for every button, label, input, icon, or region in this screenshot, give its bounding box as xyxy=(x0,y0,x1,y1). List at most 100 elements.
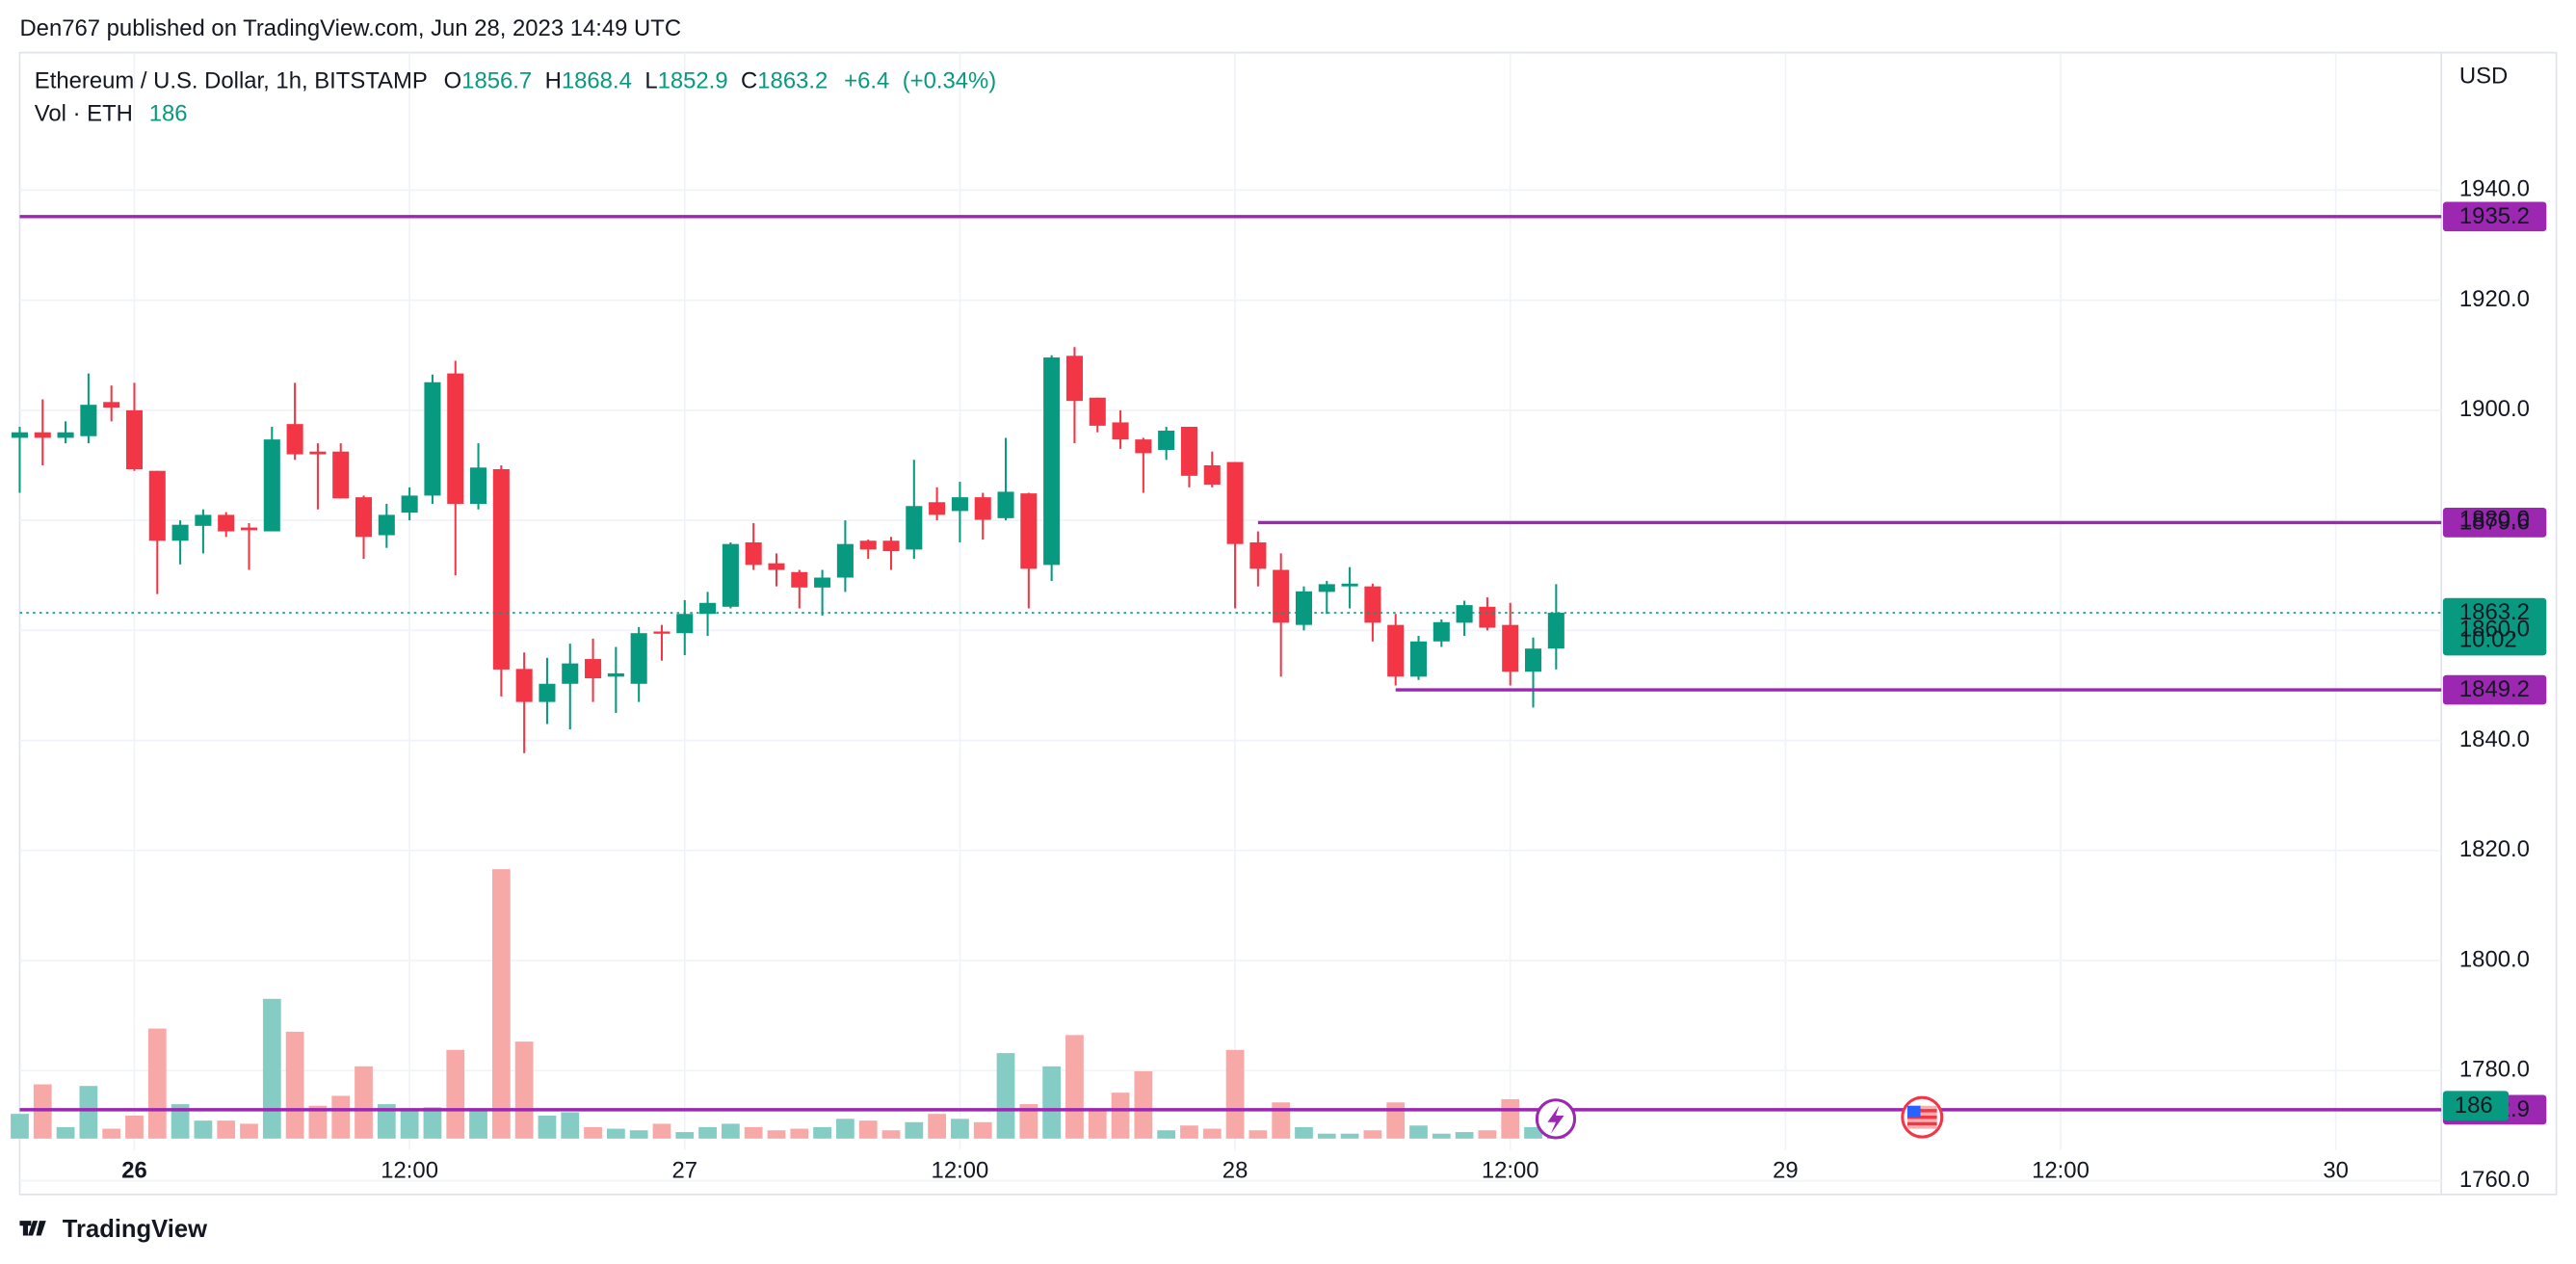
volume-bar xyxy=(1363,1130,1382,1139)
candle-body xyxy=(1456,605,1473,623)
candle-body xyxy=(401,495,418,514)
candle-body xyxy=(447,373,464,504)
volume-bar xyxy=(355,1066,373,1139)
volume-bar xyxy=(79,1086,98,1139)
candle-body xyxy=(1065,356,1083,402)
x-tick-label: 30 xyxy=(2323,1157,2349,1183)
y-tick-label: 1920.0 xyxy=(2459,286,2530,312)
volume-bar xyxy=(1180,1125,1198,1139)
candle-body xyxy=(974,497,991,520)
candle-body xyxy=(515,669,533,702)
volume-legend: Vol · ETH 186 xyxy=(35,101,188,127)
candle-body xyxy=(103,402,120,408)
candle-body xyxy=(699,602,717,615)
candle-body xyxy=(332,451,350,499)
volume-bar xyxy=(1111,1093,1130,1139)
candle-body xyxy=(1135,439,1152,454)
volume-bar xyxy=(1042,1066,1062,1139)
candle-body xyxy=(195,514,212,526)
flag-icon xyxy=(1901,1095,1944,1139)
y-tick-label: 1760.0 xyxy=(2459,1167,2530,1193)
volume-bar xyxy=(996,1053,1015,1139)
currency: USD xyxy=(2459,63,2508,89)
event-icon xyxy=(1535,1098,1577,1140)
ohlc-key: O xyxy=(444,68,462,94)
volume-bar xyxy=(973,1121,992,1139)
legend: Ethereum / U.S. Dollar, 1h, BITSTAMP O18… xyxy=(35,68,996,94)
ohlc-value: 1852.9 xyxy=(658,68,728,94)
change: +6.4 xyxy=(844,68,889,94)
x-tick-label: 26 xyxy=(121,1157,147,1183)
level-label-box xyxy=(2442,201,2547,232)
grid xyxy=(19,52,2442,1182)
volume-bar xyxy=(790,1128,809,1139)
frame xyxy=(18,51,2558,1196)
volume-bar xyxy=(767,1130,786,1139)
candle-body xyxy=(1502,624,1519,672)
volume-bar xyxy=(905,1121,924,1139)
volume-bar xyxy=(171,1104,190,1139)
volume-bar xyxy=(1501,1098,1520,1139)
level-label: 1879.6 xyxy=(2459,510,2530,536)
volume-bar xyxy=(1478,1130,1497,1139)
countdown: 10:02 xyxy=(2459,626,2517,652)
volume-pane xyxy=(11,869,1565,1139)
candle-body xyxy=(951,497,968,512)
volume-bar xyxy=(1225,1049,1245,1139)
candle-body xyxy=(1295,591,1313,625)
volume-bar xyxy=(308,1105,328,1139)
candle-body xyxy=(1547,613,1564,649)
candle-body xyxy=(80,405,97,436)
candle-body xyxy=(1273,569,1290,623)
candle-body xyxy=(768,563,785,570)
volume-bar xyxy=(1386,1102,1406,1139)
x-tick-label: 27 xyxy=(672,1157,698,1183)
x-tick-label: 12:00 xyxy=(381,1157,438,1183)
volume-bar xyxy=(194,1120,213,1139)
candle-body xyxy=(929,502,946,515)
x-tick-label: 12:00 xyxy=(2032,1157,2090,1183)
level-label-box xyxy=(2442,674,2547,705)
candle-body xyxy=(171,524,189,541)
candle-body xyxy=(1524,648,1542,672)
volume-bar xyxy=(1157,1130,1176,1139)
volume-bar xyxy=(1134,1070,1153,1139)
volume-bar xyxy=(1340,1133,1359,1139)
ohlc-key: C xyxy=(741,68,757,94)
y-tick-label: 1820.0 xyxy=(2459,836,2530,862)
candle-body xyxy=(1318,584,1335,592)
candle-body xyxy=(1089,397,1106,426)
level-label: 1849.2 xyxy=(2459,676,2530,702)
candle-body xyxy=(1158,431,1175,451)
ohlc-key: H xyxy=(545,68,562,94)
volume-bar xyxy=(813,1126,831,1139)
y-tick-label: 1860.0 xyxy=(2459,617,2530,643)
volume-bar xyxy=(1524,1126,1542,1139)
volume-bar xyxy=(491,869,511,1139)
ohlc-value: 1863.2 xyxy=(757,68,828,94)
volume-bar xyxy=(561,1112,580,1139)
volume-bar xyxy=(469,1110,487,1139)
candle-body xyxy=(1409,641,1428,677)
ohlc-value: 1856.7 xyxy=(461,68,532,94)
candle-body xyxy=(492,468,510,670)
volume-bar xyxy=(262,998,281,1139)
volume-bar xyxy=(1088,1110,1107,1139)
y-tick-label: 1780.0 xyxy=(2459,1057,2530,1083)
y-tick-label: 1800.0 xyxy=(2459,946,2530,972)
brand-logo xyxy=(19,1221,46,1236)
level-label-box xyxy=(2442,508,2547,538)
level-label: 1935.2 xyxy=(2459,203,2530,229)
candle-body xyxy=(240,527,258,531)
volume-bar xyxy=(675,1132,695,1139)
candle-body xyxy=(1341,583,1358,587)
volume-bar xyxy=(147,1028,167,1139)
price-label-box xyxy=(2442,597,2547,656)
volume-label-box xyxy=(2442,1091,2510,1121)
volume-bar xyxy=(652,1123,671,1139)
y-tick-label: 1840.0 xyxy=(2459,726,2530,752)
volume-bar xyxy=(102,1128,121,1139)
